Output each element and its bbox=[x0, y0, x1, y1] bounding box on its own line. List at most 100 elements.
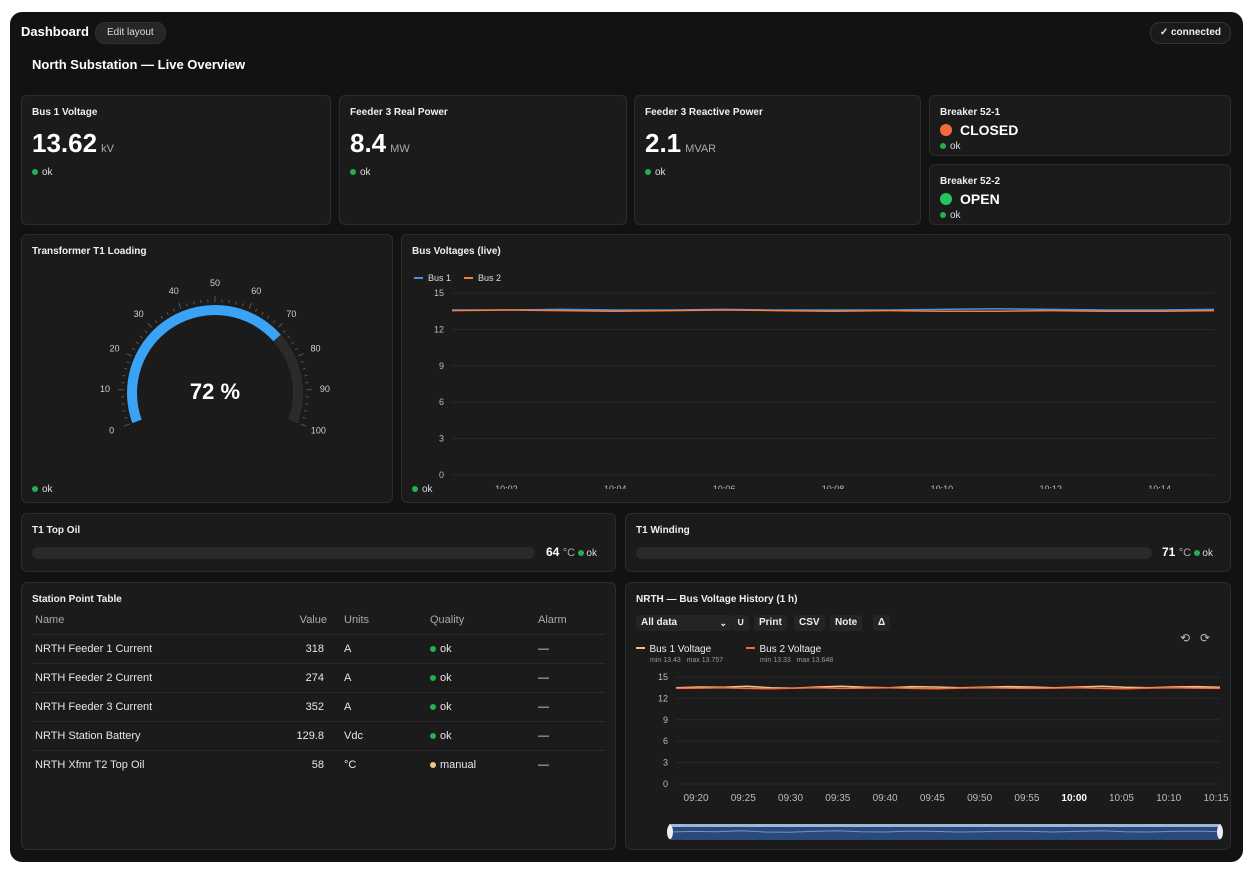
magnet-icon[interactable]: ∪ bbox=[732, 615, 750, 631]
bus1-voltage-tile: Bus 1 Voltage 13.62 kV ok bbox=[21, 95, 331, 225]
gauge-tick bbox=[172, 308, 175, 312]
status-dot-icon bbox=[645, 169, 651, 176]
x-tick-label: 10:05 bbox=[1109, 793, 1134, 804]
print-button[interactable]: Print bbox=[754, 615, 787, 631]
value-text: 8.4 bbox=[350, 128, 387, 158]
y-tick-label: 9 bbox=[663, 715, 668, 725]
tile-value: 2.1 MVAR bbox=[645, 128, 716, 159]
zoom-reset-icon[interactable]: ⟲ bbox=[1180, 631, 1191, 645]
t1-winding-card: T1 Winding 71 °C ok bbox=[625, 513, 1231, 572]
gauge-tick bbox=[294, 347, 298, 351]
range-selector-sparkline bbox=[668, 830, 1222, 833]
table-header-row: Name Value Units Quality Alarm bbox=[32, 606, 605, 635]
gauge-tick bbox=[122, 374, 126, 377]
tile-value: 13.62 kV bbox=[32, 128, 114, 159]
status-text: ok bbox=[950, 141, 961, 152]
x-tick-label: 10:15 bbox=[1203, 793, 1228, 804]
status-text: ok bbox=[42, 167, 53, 178]
cell-name: NRTH Xfmr T2 Top Oil bbox=[32, 750, 276, 779]
gauge-tick bbox=[248, 302, 252, 309]
x-tick-label: 10:00 bbox=[1061, 793, 1087, 804]
status-dot-icon bbox=[32, 169, 38, 176]
unit-text: °C bbox=[1178, 547, 1192, 559]
cell-name: NRTH Feeder 2 Current bbox=[32, 663, 276, 693]
col-alarm-header[interactable]: Alarm bbox=[538, 614, 567, 626]
gauge-tick bbox=[126, 360, 130, 363]
breaker-state: OPEN bbox=[940, 191, 1000, 207]
loading-gauge: 0 10 20 30 40 50 60 70 80 90 100 72 % bbox=[100, 278, 330, 436]
col-name-header[interactable]: Name bbox=[35, 614, 65, 626]
gauge-tick-label: 60 bbox=[251, 286, 261, 296]
quality-text: ok bbox=[440, 701, 452, 713]
gauge-tick bbox=[277, 322, 283, 328]
card-title: Transformer T1 Loading bbox=[32, 246, 147, 257]
page-title: North Substation — Live Overview bbox=[32, 57, 246, 72]
gauge-tick bbox=[287, 335, 291, 339]
y-tick-label: 12 bbox=[658, 693, 668, 703]
gauge-tick bbox=[147, 322, 153, 328]
col-units-header[interactable]: Units bbox=[344, 614, 370, 626]
y-tick-label: 3 bbox=[439, 434, 444, 444]
legend-item-bus1[interactable]: Bus 1 Voltage min 13.43 max 13.757 bbox=[636, 639, 723, 664]
status-dot-icon bbox=[1194, 550, 1201, 557]
gauge-tick bbox=[300, 423, 307, 427]
status-dot-icon bbox=[350, 169, 356, 176]
gauge-tick bbox=[235, 301, 237, 305]
x-tick-label: 09:50 bbox=[967, 793, 992, 804]
series-line-bus-2 bbox=[451, 309, 1215, 312]
cell-value: 352 bbox=[276, 692, 328, 722]
legend-label: Bus 1 Voltage bbox=[649, 644, 712, 655]
x-tick-label: 10:04 bbox=[604, 484, 627, 489]
x-tick-label: 09:30 bbox=[778, 793, 803, 804]
zoom-out-icon[interactable]: ⟳ bbox=[1200, 631, 1211, 645]
gauge-value-label: 72 % bbox=[190, 379, 240, 404]
gauge-tick-label: 100 bbox=[311, 426, 326, 436]
gauge-tick bbox=[135, 341, 139, 345]
quality-text: manual bbox=[440, 759, 477, 771]
gauge-tick bbox=[304, 410, 308, 412]
edit-layout-button[interactable]: Edit layout bbox=[95, 22, 166, 44]
range-selector[interactable] bbox=[626, 821, 1230, 845]
status-dot-icon bbox=[412, 486, 418, 493]
gauge-tick-label: 30 bbox=[134, 309, 144, 319]
gauge-tick bbox=[193, 301, 195, 305]
x-tick-label: 10:08 bbox=[822, 484, 845, 489]
col-quality-header[interactable]: Quality bbox=[430, 614, 465, 626]
status-indicator: ok bbox=[32, 167, 53, 178]
x-tick-label: 09:25 bbox=[731, 793, 756, 804]
col-value-header[interactable]: Value bbox=[299, 614, 327, 626]
gauge-tick-label: 50 bbox=[210, 278, 220, 288]
y-tick-label: 9 bbox=[439, 361, 444, 371]
x-tick-label: 10:06 bbox=[713, 484, 736, 489]
card-title: Bus Voltages (live) bbox=[412, 246, 501, 257]
cell-value: 318 bbox=[276, 634, 328, 664]
csv-button[interactable]: CSV bbox=[794, 615, 825, 631]
value-text: 13.62 bbox=[32, 128, 98, 158]
breaker-52-2-tile: Breaker 52-2 OPEN ok bbox=[929, 164, 1231, 225]
table-row[interactable]: NRTH Xfmr T2 Top Oil 58 °C manual — bbox=[32, 750, 605, 779]
unit-text: MVAR bbox=[685, 143, 717, 155]
x-tick-label: 09:20 bbox=[683, 793, 708, 804]
cell-value: 58 bbox=[276, 750, 328, 779]
series-line-bus-1 bbox=[452, 308, 1215, 311]
gauge-tick bbox=[124, 416, 128, 419]
range-select[interactable]: All data ⌄ bbox=[636, 615, 732, 631]
gauge-tick bbox=[282, 330, 286, 333]
t1-top-oil-card: T1 Top Oil 64 °C ok bbox=[21, 513, 616, 572]
legend-stats: min 13.43 max 13.757 bbox=[650, 657, 724, 664]
status-dot-icon bbox=[32, 486, 38, 493]
cell-units: A bbox=[328, 692, 429, 722]
table-row[interactable]: NRTH Station Battery 129.8 Vdc ok — bbox=[32, 721, 605, 751]
bus-voltages-chart: Bus 1 Bus 2 0 3 6 9 12 15 10:02 10:04 10:06 10:08 10… bbox=[414, 273, 1215, 489]
delta-button[interactable]: Δ bbox=[873, 615, 891, 631]
legend-item-bus2[interactable]: Bus 2 Voltage min 13.33 max 13.648 bbox=[746, 639, 833, 664]
gauge-tick bbox=[302, 367, 306, 370]
y-tick-label: 6 bbox=[439, 397, 444, 407]
gauge-tick bbox=[123, 423, 130, 427]
gauge-tick bbox=[154, 320, 158, 324]
x-tick-label: 09:40 bbox=[873, 793, 898, 804]
note-button[interactable]: Note bbox=[830, 615, 863, 631]
